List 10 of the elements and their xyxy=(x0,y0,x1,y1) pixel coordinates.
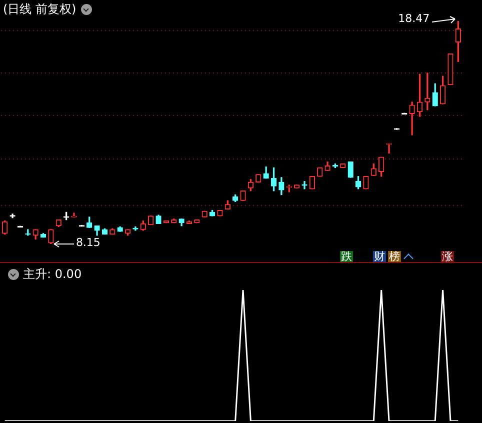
chart-title: (日线 前复权) xyxy=(3,2,76,16)
chart-title: 主升: 0.00 xyxy=(23,267,82,281)
candlestick xyxy=(386,143,392,154)
text: 财 xyxy=(373,250,386,263)
candlestick xyxy=(424,72,430,110)
annotation: 8.15 xyxy=(76,236,100,249)
text: 涨 xyxy=(441,250,454,263)
text: 榜 xyxy=(388,250,401,263)
annotation: 18.47 xyxy=(398,12,430,25)
text: 跌 xyxy=(340,250,353,263)
